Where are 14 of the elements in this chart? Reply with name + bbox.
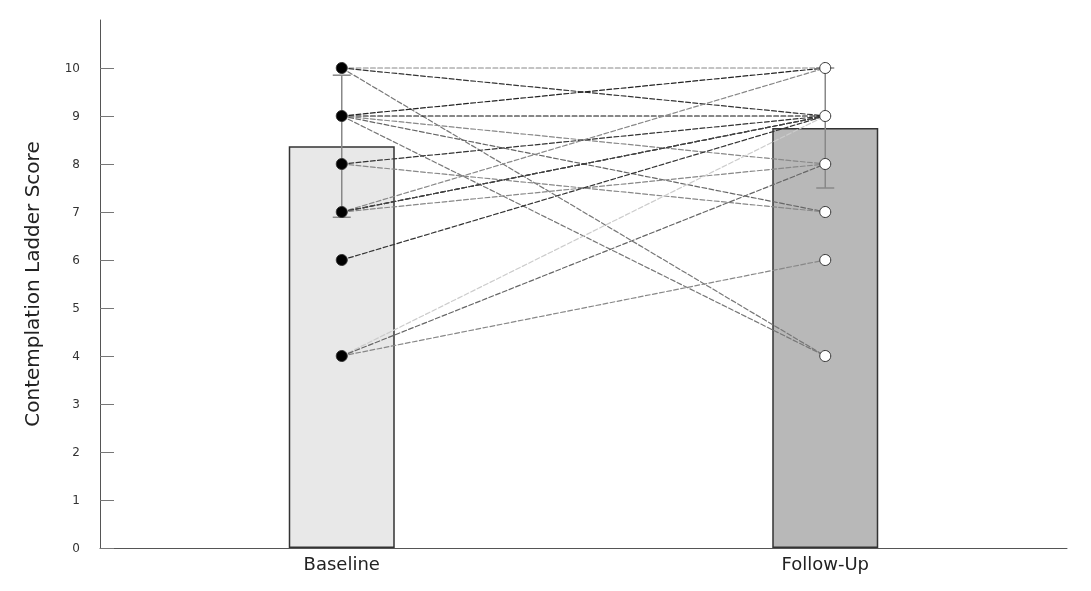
y-tick-label: 2 xyxy=(72,445,80,459)
y-tick-label: 7 xyxy=(72,205,80,219)
y-tick-label: 5 xyxy=(72,301,80,315)
y-tick-label: 10 xyxy=(64,61,80,75)
y-tick-label: 6 xyxy=(72,253,80,267)
y-tick-label: 0 xyxy=(72,541,80,555)
y-tick-label: 3 xyxy=(72,397,80,411)
y-tick-label: 4 xyxy=(72,349,80,363)
y-tick-label: 8 xyxy=(72,157,80,171)
y-tick-label: 9 xyxy=(72,109,80,123)
x-tick-label: Follow-Up xyxy=(781,552,870,574)
x-tick-label: Baseline xyxy=(303,552,380,574)
y-axis-title: Contemplation Ladder Score xyxy=(20,141,44,427)
y-tick-label: 1 xyxy=(72,493,80,507)
